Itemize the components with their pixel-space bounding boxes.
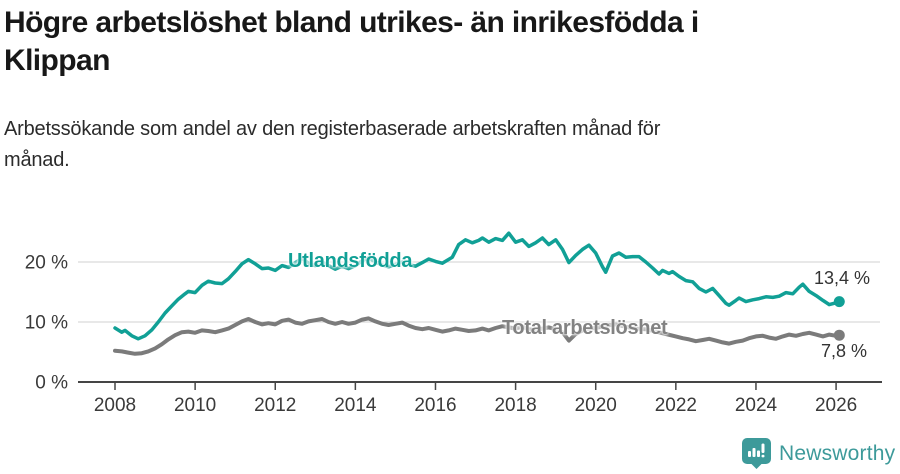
x-tick-label: 2024 [735, 395, 778, 416]
x-tick-label: 2016 [414, 395, 456, 416]
x-tick-label: 2018 [494, 395, 536, 416]
x-tick-label: 2026 [815, 395, 857, 416]
series-endpoint-dot-total-arbetsloshet [833, 329, 845, 341]
end-value-label-total: 7,8 % [821, 341, 868, 361]
end-value-label-utlandsfodda: 13,4 % [814, 268, 871, 288]
x-tick-label: 2008 [94, 395, 136, 416]
logo-bar-3 [757, 450, 760, 457]
logo-bar-1 [748, 451, 751, 457]
chart-subtitle: Arbetssökande som andel av den registerb… [4, 114, 864, 176]
page-title: Högre arbetslöshet bland utrikes- än inr… [4, 4, 864, 80]
x-tick-label: 2012 [254, 395, 296, 416]
y-tick-label: 20 % [25, 253, 68, 274]
x-tick-label: 2020 [575, 395, 617, 416]
series-line-utlandsfodda [113, 231, 842, 341]
logo-exclamation-dot [761, 454, 765, 458]
subtitle-line-2: månad. [4, 149, 70, 171]
title-line-2: Klippan [4, 44, 110, 77]
newsworthy-logo-icon [742, 438, 771, 469]
series-label-utlandsfodda: Utlandsfödda [288, 250, 413, 272]
series-label-total-arbetsloshet: Total arbetslöshet [502, 317, 668, 339]
x-tick-label: 2014 [334, 395, 377, 416]
subtitle-line-1: Arbetssökande som andel av den registerb… [4, 118, 661, 140]
y-tick-label: 0 % [35, 373, 68, 394]
series-line-total-arbetsloshet [113, 316, 842, 356]
y-tick-label: 10 % [25, 313, 68, 334]
logo-pin-shape [742, 438, 771, 469]
series-endpoint-dot-utlandsfodda [833, 296, 845, 308]
logo-bar-2 [752, 448, 756, 457]
x-tick-label: 2010 [174, 395, 216, 416]
title-line-1: Högre arbetslöshet bland utrikes- än inr… [4, 6, 699, 39]
newsworthy-logo: Newsworthy [742, 438, 895, 469]
logo-exclamation-bar [761, 443, 765, 453]
newsworthy-logo-text: Newsworthy [779, 441, 896, 465]
x-tick-label: 2022 [655, 395, 697, 416]
